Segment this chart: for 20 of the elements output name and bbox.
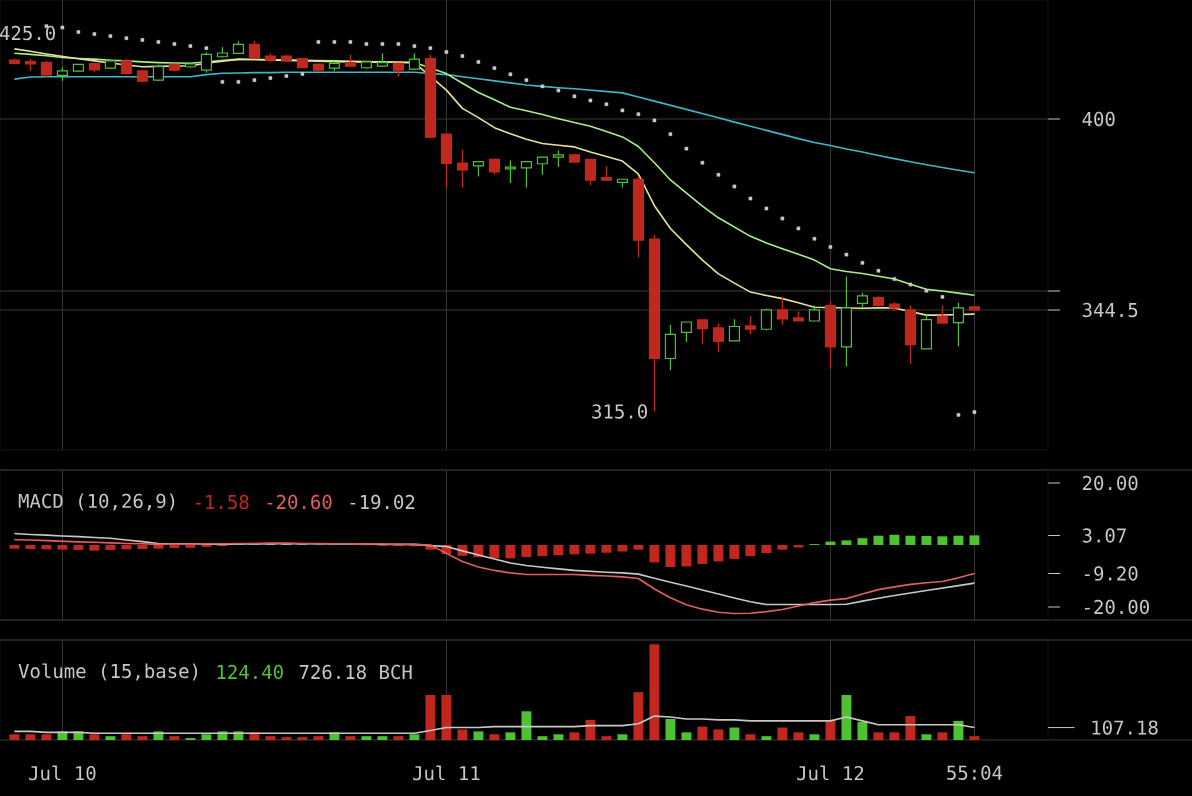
x-tick-label: Jul 11 [413, 765, 480, 781]
y-tick-label: 344.5 [1082, 302, 1138, 318]
text: Volume (15,base) [18, 663, 198, 681]
annotation: 425.0 [0, 25, 55, 41]
annotation: -1.58 [195, 494, 249, 510]
text: 107.18 [1092, 720, 1158, 735]
annotation: 315.0 [592, 404, 647, 419]
x-tick-label: 55:04 [947, 765, 1003, 780]
annotation: -19.02 [350, 494, 415, 510]
y-tick-label: 400 [1082, 111, 1115, 127]
x-tick-label: Jul 12 [797, 765, 864, 781]
y-tick-label: 3.07 [1082, 528, 1126, 543]
annotation: -20.60 [267, 494, 332, 510]
x-tick-label: Jul 10 [29, 765, 96, 781]
y-tick-label: 20.00 [1082, 475, 1138, 491]
y-tick-label: -20.00 [1084, 599, 1149, 615]
annotation: 124.40 [217, 664, 283, 680]
y-tick-label: -9.20 [1084, 566, 1138, 581]
text: MACD (10,26,9) [18, 493, 175, 511]
annotation: 726.18 BCH [299, 664, 412, 680]
